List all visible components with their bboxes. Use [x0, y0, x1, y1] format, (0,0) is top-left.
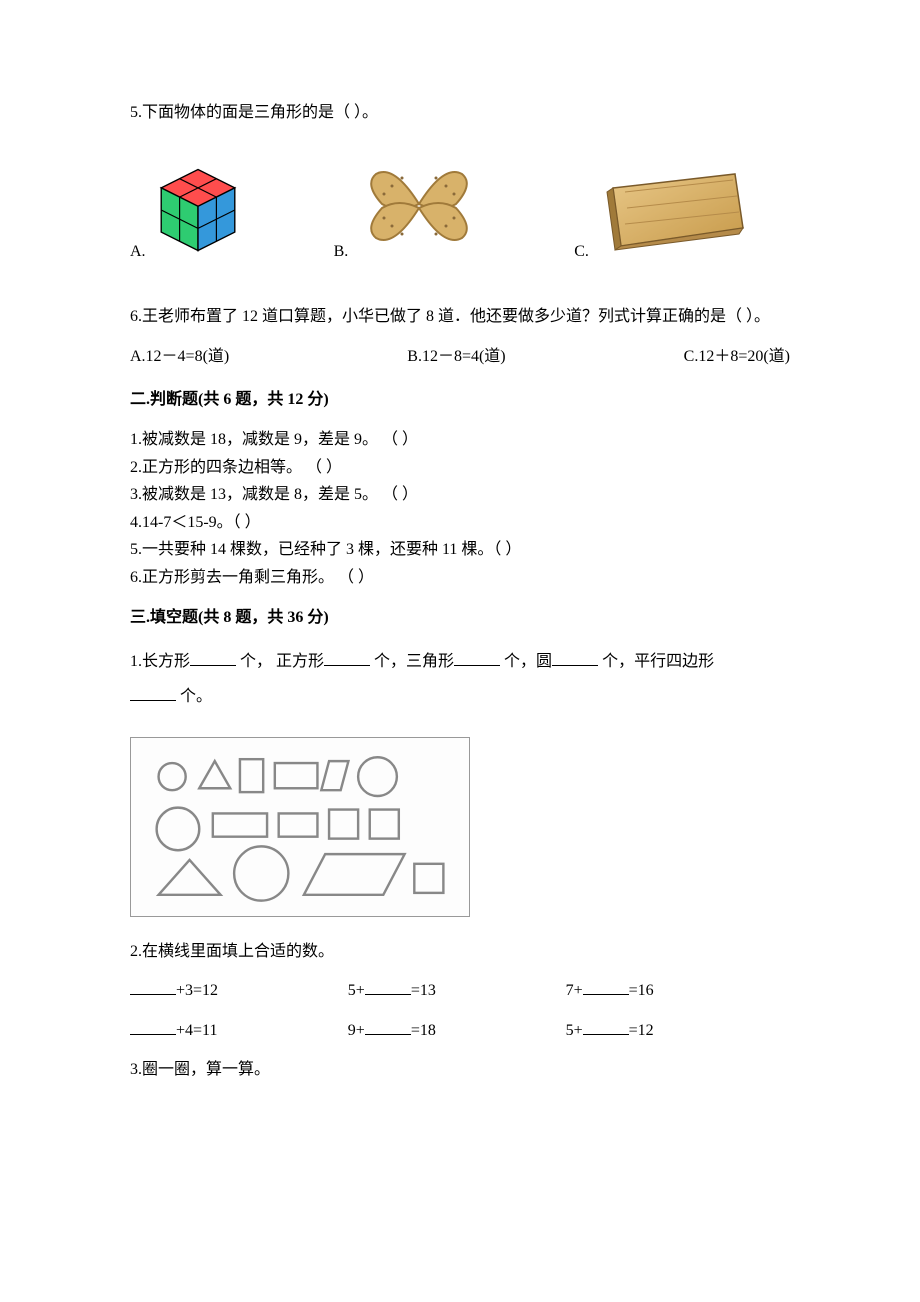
- text: =18: [411, 1022, 436, 1039]
- fill-q2-head: 2.在横线里面填上合适的数。: [130, 939, 790, 965]
- q5-b-label: B.: [334, 239, 349, 265]
- text: =12: [629, 1022, 654, 1039]
- q5-options-row: A. B.: [130, 156, 790, 265]
- tf-item-2: 2.正方形的四条边相等。 （ ）: [130, 455, 790, 481]
- blank: [130, 685, 176, 701]
- true-false-list: 1.被减数是 18，减数是 9，差是 9。 （ ） 2.正方形的四条边相等。 （…: [130, 427, 790, 591]
- text: 5+: [566, 1022, 583, 1039]
- fill-q1-p5: 个，平行四边形: [602, 653, 714, 670]
- fill-q1-p6: 个。: [180, 688, 212, 705]
- fill-q2-r2-c: 5+ =12: [566, 1018, 784, 1044]
- fill-q2-row2: +4=11 9+ =18 5+ =12: [130, 1018, 790, 1044]
- blank: [365, 979, 411, 995]
- fill-q2-r1-c: 7+ =16: [566, 978, 784, 1004]
- fill-q1-p1: 1.长方形: [130, 653, 190, 670]
- blank: [552, 650, 598, 666]
- q5-a-label: A.: [130, 239, 146, 265]
- tf-item-3: 3.被减数是 13，减数是 8，差是 5。 （ ）: [130, 482, 790, 508]
- text: +3=12: [176, 982, 218, 999]
- q6-options-row: A.12－4=8(道) B.12－8=4(道) C.12＋8=20(道): [130, 344, 790, 370]
- q5-option-c: C.: [574, 168, 745, 265]
- section-3-heading: 三.填空题(共 8 题，共 36 分): [130, 605, 790, 631]
- rubiks-cube-image: [152, 164, 244, 265]
- fill-q2-row1: +3=12 5+ =13 7+ =16: [130, 978, 790, 1004]
- blank: [583, 1019, 629, 1035]
- q5-option-b: B.: [334, 156, 485, 265]
- fill-q1-p4: 个，圆: [504, 653, 552, 670]
- cutting-board-image: [595, 168, 745, 265]
- q5-option-a: A.: [130, 164, 244, 265]
- triangle-biscuits-image: [354, 156, 484, 265]
- section-2-heading: 二.判断题(共 6 题，共 12 分): [130, 387, 790, 413]
- tf-item-4: 4.14-7＜15-9。（ ）: [130, 510, 790, 536]
- fill-q1-p2: 个， 正方形: [240, 653, 324, 670]
- blank: [130, 1019, 176, 1035]
- blank: [324, 650, 370, 666]
- blank: [190, 650, 236, 666]
- fill-q2-r1-b: 5+ =13: [348, 978, 566, 1004]
- blank: [454, 650, 500, 666]
- blank: [365, 1019, 411, 1035]
- tf-item-6: 6.正方形剪去一角剩三角形。 （ ）: [130, 565, 790, 591]
- tf-item-5: 5.一共要种 14 棵数，已经种了 3 棵，还要种 11 棵。（ ）: [130, 537, 790, 563]
- blank: [583, 979, 629, 995]
- shapes-figure: [130, 737, 470, 917]
- text: =16: [629, 982, 654, 999]
- fill-q1: 1.长方形 个， 正方形 个，三角形 个，圆 个，平行四边形 个。: [130, 644, 790, 714]
- blank: [130, 979, 176, 995]
- q6-option-b: B.12－8=4(道): [407, 344, 505, 370]
- tf-item-1: 1.被减数是 18，减数是 9，差是 9。 （ ）: [130, 427, 790, 453]
- text: 5+: [348, 982, 365, 999]
- fill-q3: 3.圈一圈，算一算。: [130, 1057, 790, 1083]
- text: 9+: [348, 1022, 365, 1039]
- fill-q2-r1-a: +3=12: [130, 978, 348, 1004]
- text: 7+: [566, 982, 583, 999]
- fill-q2-r2-a: +4=11: [130, 1018, 348, 1044]
- q5-c-label: C.: [574, 239, 589, 265]
- q5-text: 5.下面物体的面是三角形的是（ ）。: [130, 100, 790, 126]
- q6-text: 6.王老师布置了 12 道口算题，小华已做了 8 道．他还要做多少道？列式计算正…: [130, 304, 790, 330]
- text: +4=11: [176, 1022, 217, 1039]
- q6-option-c: C.12＋8=20(道): [684, 344, 790, 370]
- fill-q2-r2-b: 9+ =18: [348, 1018, 566, 1044]
- text: =13: [411, 982, 436, 999]
- q6-option-a: A.12－4=8(道): [130, 344, 229, 370]
- fill-q1-p3: 个，三角形: [374, 653, 454, 670]
